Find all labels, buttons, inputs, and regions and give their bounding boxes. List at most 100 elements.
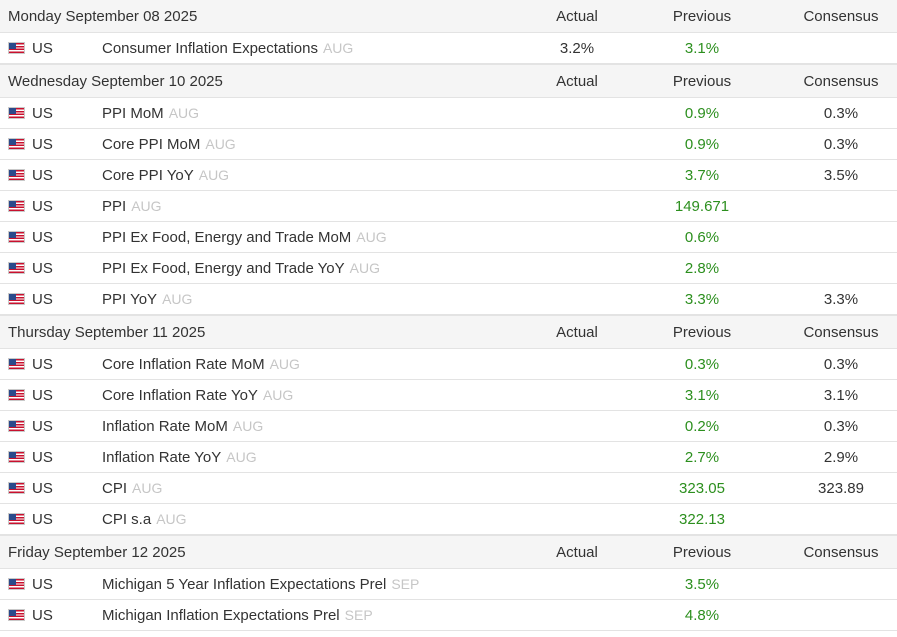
event-name-link[interactable]: CPI — [102, 479, 128, 497]
event-row[interactable]: US PPI Ex Food, Energy and Trade MoM AUG 0.… — [0, 222, 897, 253]
previous-value: 2.7% — [684, 448, 720, 466]
event-period: AUG — [262, 387, 294, 403]
event-cell[interactable]: Core Inflation Rate MoM AUG — [102, 349, 300, 379]
us-flag-icon — [8, 138, 25, 150]
event-cell[interactable]: Inflation Rate MoM AUG — [102, 411, 263, 441]
event-name-link[interactable]: Core PPI MoM — [102, 135, 201, 153]
event-name-link[interactable]: PPI Ex Food, Energy and Trade YoY — [102, 259, 345, 277]
event-name-link[interactable]: Michigan Inflation Expectations Prel — [102, 606, 340, 624]
event-period: AUG — [205, 136, 236, 152]
event-period: AUG — [356, 229, 387, 245]
actual-value — [510, 284, 644, 314]
column-header-actual[interactable]: Actual — [556, 7, 598, 25]
consensus-value — [777, 253, 897, 283]
event-cell[interactable]: CPI s.a AUG — [102, 504, 187, 534]
previous-value: 0.9% — [684, 135, 720, 153]
event-row[interactable]: US Core Inflation Rate MoM AUG 0.3% 0.3% — [0, 349, 897, 380]
event-cell[interactable]: Michigan 5 Year Inflation Expectations P… — [102, 569, 419, 599]
country-code: US — [32, 39, 53, 57]
previous-value: 149.671 — [674, 197, 730, 215]
event-cell[interactable]: PPI Ex Food, Energy and Trade YoY AUG — [102, 253, 380, 283]
event-cell[interactable]: Core PPI YoY AUG — [102, 160, 229, 190]
event-row[interactable]: US Core PPI YoY AUG 3.7% 3.5% — [0, 160, 897, 191]
event-cell[interactable]: PPI MoM AUG — [102, 98, 199, 128]
event-name-link[interactable]: Core Inflation Rate YoY — [102, 386, 258, 404]
event-name-link[interactable]: PPI MoM — [102, 104, 164, 122]
consensus-value: 0.3% — [823, 417, 859, 435]
column-header-consensus[interactable]: Consensus — [803, 323, 879, 341]
previous-value: 2.8% — [684, 259, 720, 277]
event-row[interactable]: US Inflation Rate YoY AUG 2.7% 2.9% — [0, 442, 897, 473]
consensus-value: 3.5% — [823, 166, 859, 184]
event-name-link[interactable]: Core PPI YoY — [102, 166, 194, 184]
consensus-value — [777, 569, 897, 599]
us-flag-icon — [8, 231, 25, 243]
event-cell[interactable]: Inflation Rate YoY AUG — [102, 442, 257, 472]
event-row[interactable]: US PPI YoY AUG 3.3% 3.3% — [0, 284, 897, 315]
column-header-consensus[interactable]: Consensus — [803, 7, 879, 25]
event-row[interactable]: US CPI AUG 323.05 323.89 — [0, 473, 897, 504]
event-row[interactable]: US PPI MoM AUG 0.9% 0.3% — [0, 98, 897, 129]
event-name-link[interactable]: Inflation Rate YoY — [102, 448, 222, 466]
event-cell[interactable]: PPI Ex Food, Energy and Trade MoM AUG — [102, 222, 387, 252]
country-cell: US — [8, 473, 53, 503]
event-name-link[interactable]: PPI — [102, 197, 127, 215]
column-header-previous[interactable]: Previous — [672, 543, 732, 561]
consensus-value — [777, 504, 897, 534]
event-cell[interactable]: PPI YoY AUG — [102, 284, 192, 314]
event-period: AUG — [269, 356, 300, 372]
event-row[interactable]: US Core Inflation Rate YoY AUG 3.1% 3.1% — [0, 380, 897, 411]
previous-value: 3.1% — [684, 386, 720, 404]
event-name-link[interactable]: Michigan 5 Year Inflation Expectations P… — [102, 575, 387, 593]
actual-value — [510, 191, 644, 221]
event-cell[interactable]: Core Inflation Rate YoY AUG — [102, 380, 293, 410]
event-row[interactable]: US CPI s.a AUG 322.13 — [0, 504, 897, 535]
consensus-value: 3.3% — [823, 290, 859, 308]
column-header-actual[interactable]: Actual — [556, 543, 598, 561]
column-header-previous[interactable]: Previous — [672, 323, 732, 341]
actual-value — [510, 349, 644, 379]
event-cell[interactable]: PPI AUG — [102, 191, 162, 221]
column-header-previous[interactable]: Previous — [672, 7, 732, 25]
country-cell: US — [8, 98, 53, 128]
consensus-value: 3.1% — [823, 386, 859, 404]
country-cell: US — [8, 411, 53, 441]
consensus-value: 0.3% — [823, 355, 859, 373]
actual-value — [510, 160, 644, 190]
consensus-value — [777, 222, 897, 252]
country-code: US — [32, 228, 53, 246]
us-flag-icon — [8, 358, 25, 370]
day-header: Thursday September 11 2025 Actual Previous… — [0, 315, 897, 349]
event-name-link[interactable]: Core Inflation Rate MoM — [102, 355, 265, 373]
country-cell: US — [8, 284, 53, 314]
event-row[interactable]: US PPI Ex Food, Energy and Trade YoY AUG 2.… — [0, 253, 897, 284]
event-cell[interactable]: Consumer Inflation Expectations AUG — [102, 33, 353, 63]
event-name-link[interactable]: CPI s.a — [102, 510, 152, 528]
us-flag-icon — [8, 293, 25, 305]
event-cell[interactable]: CPI AUG — [102, 473, 162, 503]
event-name-link[interactable]: PPI YoY — [102, 290, 158, 308]
event-row[interactable]: US PPI AUG 149.671 — [0, 191, 897, 222]
us-flag-icon — [8, 200, 25, 212]
us-flag-icon — [8, 389, 25, 401]
country-cell: US — [8, 569, 53, 599]
day-date: Thursday September 11 2025 — [8, 323, 206, 341]
event-period: SEP — [391, 576, 420, 592]
column-header-actual[interactable]: Actual — [556, 72, 598, 90]
column-header-consensus[interactable]: Consensus — [803, 72, 879, 90]
event-row[interactable]: US Inflation Rate MoM AUG 0.2% 0.3% — [0, 411, 897, 442]
column-header-actual[interactable]: Actual — [556, 323, 598, 341]
column-header-previous[interactable]: Previous — [672, 72, 732, 90]
event-row[interactable]: US Core PPI MoM AUG 0.9% 0.3% — [0, 129, 897, 160]
event-row[interactable]: US Consumer Inflation Expectations AUG 3.2%… — [0, 33, 897, 64]
event-period: AUG — [168, 105, 200, 121]
event-name-link[interactable]: Inflation Rate MoM — [102, 417, 228, 435]
event-cell[interactable]: Core PPI MoM AUG — [102, 129, 236, 159]
column-header-consensus[interactable]: Consensus — [803, 543, 879, 561]
event-row[interactable]: US Michigan Inflation Expectations Prel SE… — [0, 600, 897, 631]
event-cell[interactable]: Michigan Inflation Expectations Prel SEP — [102, 600, 373, 630]
previous-value: 0.2% — [684, 417, 720, 435]
event-row[interactable]: US Michigan 5 Year Inflation Expectations… — [0, 569, 897, 600]
event-name-link[interactable]: Consumer Inflation Expectations — [102, 39, 318, 57]
event-name-link[interactable]: PPI Ex Food, Energy and Trade MoM — [102, 228, 352, 246]
